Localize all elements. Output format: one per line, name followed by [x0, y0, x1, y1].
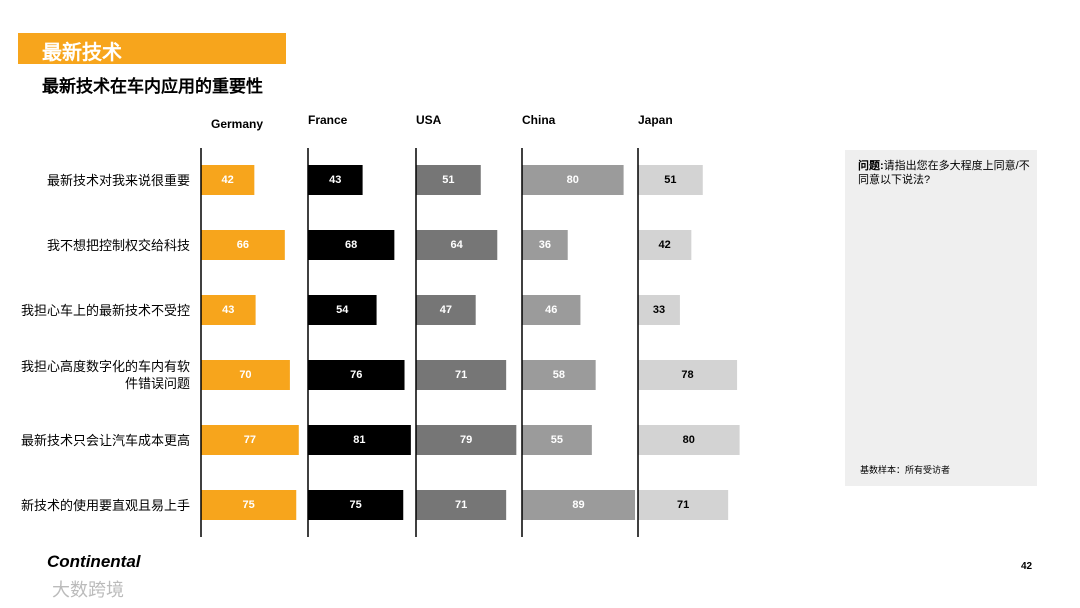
bar: [638, 490, 729, 520]
series-label: China: [522, 113, 556, 127]
value-label: 33: [653, 304, 665, 316]
note-box: [845, 150, 1037, 486]
value-label: 42: [659, 239, 671, 251]
value-label: 42: [222, 174, 234, 186]
bar: [638, 425, 740, 455]
note-question: 问题:请指出您在多大程度上同意/不同意以下说法?: [858, 159, 1030, 187]
note-label: 问题:: [858, 160, 884, 172]
bar: [638, 165, 703, 195]
bar: [522, 165, 624, 195]
value-label: 79: [460, 434, 472, 446]
bar: [522, 360, 596, 390]
bar: [638, 230, 692, 260]
bar: [522, 425, 592, 455]
logo: Continental: [47, 552, 141, 571]
slide-subtitle: 最新技术在车内应用的重要性: [42, 77, 263, 96]
value-label: 75: [243, 499, 255, 511]
bar: [638, 295, 680, 325]
bar: [638, 360, 738, 390]
bar: [416, 425, 517, 455]
value-label: 36: [539, 239, 551, 251]
value-label: 80: [567, 174, 579, 186]
page-number: 42: [1021, 561, 1033, 572]
bar: [308, 295, 377, 325]
value-label: 47: [440, 304, 452, 316]
value-label: 81: [353, 434, 365, 446]
value-label: 71: [455, 499, 467, 511]
value-label: 43: [329, 174, 341, 186]
category-label: 我担心高度数字化的车内有软件错误问题: [20, 359, 190, 391]
bar: [416, 360, 507, 390]
value-label: 68: [345, 239, 357, 251]
value-label: 46: [545, 304, 557, 316]
value-label: 71: [677, 499, 689, 511]
category-label: 最新技术只会让汽车成本更高: [20, 432, 190, 448]
value-label: 89: [572, 499, 584, 511]
value-label: 64: [451, 239, 464, 251]
value-label: 71: [455, 369, 467, 381]
series-label: Germany: [211, 117, 263, 131]
value-label: 70: [239, 369, 251, 381]
bar: [201, 165, 255, 195]
bar: [308, 165, 363, 195]
slide-title: 最新技术: [42, 42, 122, 64]
bar: [308, 360, 405, 390]
bar: [308, 425, 411, 455]
value-label: 66: [237, 239, 249, 251]
bar: [416, 490, 507, 520]
value-label: 76: [350, 369, 362, 381]
bar: [416, 165, 481, 195]
value-label: 75: [350, 499, 362, 511]
value-label: 43: [222, 304, 234, 316]
value-label: 78: [681, 369, 693, 381]
bar: [308, 490, 404, 520]
value-label: 58: [553, 369, 565, 381]
bar: [201, 425, 299, 455]
bar: [522, 230, 568, 260]
value-label: 77: [244, 434, 256, 446]
note-base: 基数样本：所有受访者: [860, 465, 951, 475]
series-label: USA: [416, 113, 442, 127]
title-band: [18, 33, 286, 64]
bar: [308, 230, 395, 260]
watermark: 大数跨境: [52, 580, 124, 600]
bar: [416, 295, 476, 325]
category-label: 新技术的使用要直观且易上手: [20, 497, 190, 513]
bar: [416, 230, 498, 260]
bar: [201, 230, 285, 260]
bar: [522, 490, 636, 520]
value-label: 54: [336, 304, 349, 316]
bar: [522, 295, 581, 325]
category-label: 我担心车上的最新技术不受控: [20, 302, 190, 318]
category-label: 最新技术对我来说很重要: [46, 172, 190, 188]
value-label: 80: [683, 434, 695, 446]
bar: [201, 295, 256, 325]
series-label: Japan: [638, 113, 673, 127]
bar: [201, 360, 290, 390]
value-label: 51: [442, 174, 454, 186]
value-label: 55: [551, 434, 563, 446]
category-label: 我不想把控制权交给科技: [46, 237, 190, 253]
note-text: 请指出您在多大程度上同意/不同意以下说法?: [858, 160, 1030, 186]
value-label: 51: [664, 174, 676, 186]
bar: [201, 490, 297, 520]
series-label: France: [308, 113, 348, 127]
